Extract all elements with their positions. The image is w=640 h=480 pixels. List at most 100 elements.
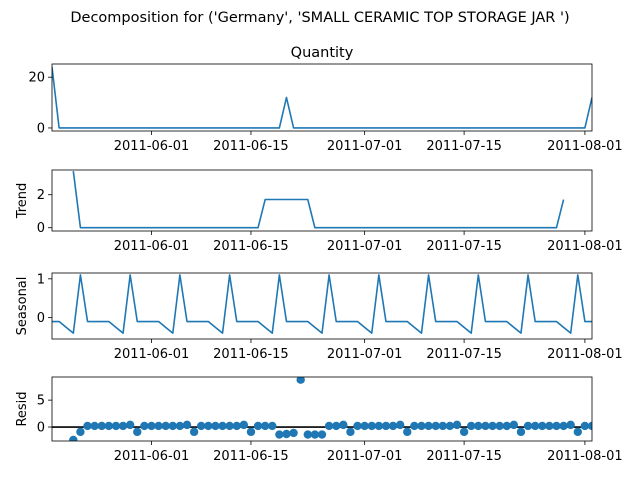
resid-point	[516, 427, 526, 437]
resid-point	[403, 427, 412, 437]
resid-point	[346, 427, 355, 437]
resid-point	[324, 421, 334, 431]
y-tick-label: 2	[37, 188, 45, 203]
plot-area	[52, 66, 592, 129]
x-tick-label: 2011-08-01	[547, 139, 623, 154]
panel-frame	[51, 63, 593, 132]
resid-point	[161, 421, 170, 431]
resid-point	[303, 430, 312, 439]
panel-frame	[51, 169, 593, 232]
resid-point	[76, 427, 85, 437]
y-tick-label: 20	[28, 71, 45, 86]
resid-point	[623, 429, 631, 437]
resid-point	[566, 420, 575, 430]
resid-point	[609, 422, 617, 430]
resid-point	[545, 421, 554, 431]
x-tick-label: 2011-07-01	[327, 449, 403, 464]
resid-point	[438, 421, 447, 431]
resid-point	[268, 421, 277, 431]
x-tick-label: 2011-06-01	[114, 139, 190, 154]
x-tick-label: 2011-07-01	[327, 347, 403, 362]
resid-point	[388, 421, 398, 431]
resid-point	[573, 427, 582, 437]
x-tick-label: 2011-07-15	[426, 139, 502, 154]
y-axis-label: Resid	[15, 391, 30, 426]
resid-point	[595, 422, 603, 430]
x-tick-label: 2011-06-01	[114, 239, 190, 254]
resid-point	[133, 427, 142, 437]
panel-2: 0 2 2011-06-01 2011-06-15 2011-07-01 2011-07-…	[15, 169, 623, 254]
resid-point	[367, 421, 376, 431]
resid-point	[239, 420, 249, 430]
x-tick-label: 2011-06-15	[213, 239, 289, 254]
panel-frame	[51, 272, 593, 340]
y-axis-label: Trend	[15, 183, 30, 220]
panel-3: 0 1 2011-06-01 2011-06-15 2011-07-01 2011-07-…	[15, 272, 623, 362]
resid-point	[445, 421, 455, 431]
resid-point	[360, 421, 369, 431]
resid-point	[168, 421, 177, 431]
panel-title: Quantity	[291, 45, 354, 61]
resid-point	[260, 421, 270, 431]
resid-point	[275, 430, 284, 439]
x-tick-label: 2011-06-15	[213, 347, 289, 362]
y-tick-label: 1	[37, 272, 45, 287]
resid-point	[118, 421, 128, 431]
x-tick-label: 2011-07-15	[426, 239, 502, 254]
resid-point	[452, 420, 462, 430]
series-line	[52, 274, 592, 334]
resid-point	[481, 421, 490, 431]
resid-point	[317, 430, 327, 439]
resid-point	[197, 421, 206, 431]
resid-point	[253, 421, 263, 431]
resid-point	[616, 422, 624, 430]
x-tick-label: 2011-06-01	[114, 449, 190, 464]
series-line	[72, 171, 565, 229]
resid-point	[111, 421, 121, 431]
series-line	[52, 66, 592, 129]
resid-point	[332, 421, 341, 431]
x-tick-label: 2011-07-15	[426, 347, 502, 362]
x-tick-label: 2011-08-01	[547, 449, 623, 464]
resid-point	[175, 421, 185, 431]
resid-point	[97, 421, 106, 431]
panel-frame	[51, 376, 593, 442]
resid-point	[559, 421, 568, 431]
x-tick-label: 2011-07-15	[426, 449, 502, 464]
panel-1: 0 20 2011-06-01 2011-06-15 2011-07-01 2011-07…	[28, 45, 622, 154]
x-tick-label: 2011-08-01	[547, 239, 623, 254]
resid-point	[339, 420, 348, 430]
resid-point	[474, 421, 483, 431]
resid-point	[374, 421, 384, 431]
resid-point	[125, 420, 135, 430]
x-tick-label: 2011-08-01	[547, 347, 623, 362]
resid-point	[495, 421, 504, 431]
panel-4: 0 5 2011-06-01 2011-06-15 2011-07-01 2011-07-…	[15, 376, 631, 464]
plot-area	[52, 377, 631, 441]
x-tick-label: 2011-06-15	[213, 139, 289, 154]
resid-point	[538, 421, 547, 431]
resid-point	[140, 421, 149, 431]
resid-point	[211, 421, 220, 431]
resid-point	[289, 428, 298, 438]
resid-point	[232, 421, 241, 431]
resid-point	[310, 430, 320, 439]
resid-point	[459, 427, 469, 437]
y-tick-label: 0	[37, 221, 45, 236]
resid-point	[204, 421, 213, 431]
resid-point	[218, 421, 227, 431]
resid-point	[83, 421, 92, 431]
resid-point	[587, 421, 592, 431]
y-tick-label: 0	[37, 311, 45, 326]
resid-point	[381, 421, 391, 431]
resid-point	[282, 429, 291, 439]
resid-point	[467, 421, 476, 431]
resid-point	[431, 421, 440, 431]
resid-point	[502, 421, 511, 431]
resid-point	[296, 377, 305, 384]
resid-point	[410, 421, 419, 431]
x-tick-label: 2011-06-01	[114, 347, 190, 362]
resid-point	[147, 421, 156, 431]
